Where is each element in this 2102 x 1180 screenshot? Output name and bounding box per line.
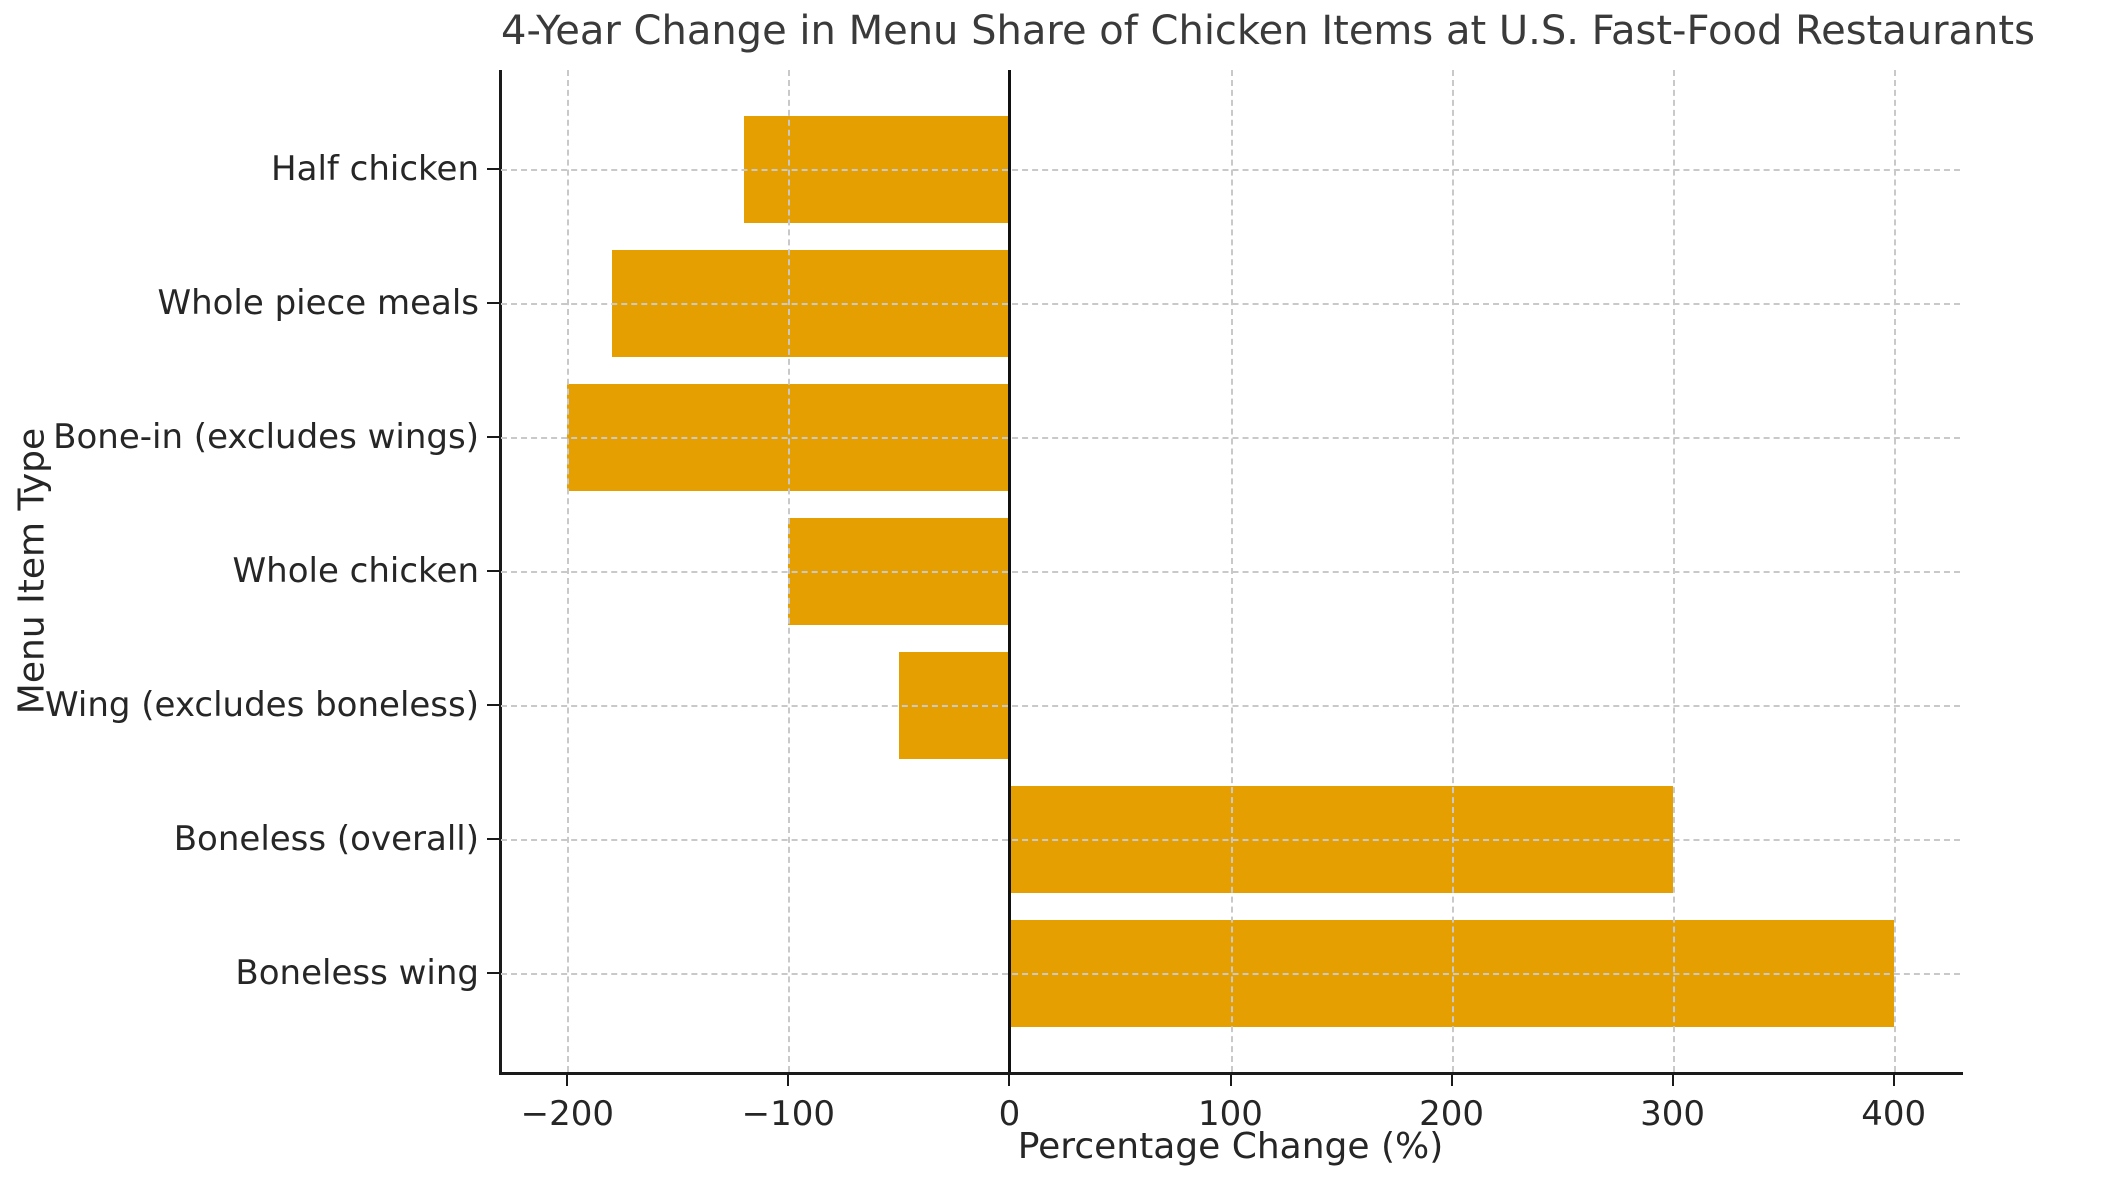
gridline-horizontal: [501, 169, 1960, 171]
y-tick-mark: [487, 838, 501, 840]
zero-line: [1007, 70, 1011, 1072]
gridline-horizontal: [501, 705, 1960, 707]
x-tick-label: 300: [1640, 1094, 1706, 1134]
y-axis-spine: [499, 70, 502, 1075]
x-tick-label: 100: [1198, 1094, 1263, 1134]
x-tick-label: 200: [1419, 1094, 1484, 1134]
y-tick-label: Bone-in (excludes wings): [53, 417, 479, 457]
y-tick-label: Wing (excludes boneless): [45, 685, 479, 725]
x-tick-label: −200: [520, 1094, 615, 1134]
chart-title: 4-Year Change in Menu Share of Chicken I…: [501, 8, 2035, 54]
gridline-horizontal: [501, 973, 1960, 975]
y-tick-mark: [487, 436, 501, 438]
y-tick-label: Whole piece meals: [157, 283, 479, 323]
x-tick-mark: [1450, 1072, 1453, 1086]
gridline-horizontal: [501, 437, 1960, 439]
gridline-horizontal: [501, 303, 1960, 305]
y-tick-label: Whole chicken: [232, 551, 479, 591]
x-tick-label: 400: [1861, 1094, 1927, 1134]
y-tick-label: Boneless wing: [235, 953, 479, 993]
x-tick-mark: [787, 1072, 790, 1086]
y-tick-label: Half chicken: [271, 149, 479, 189]
y-axis-label-text: Menu Item Type: [11, 427, 53, 715]
x-tick-mark: [1892, 1072, 1895, 1086]
y-axis-label: Menu Item Type: [12, 428, 53, 714]
gridline-horizontal: [501, 571, 1960, 573]
y-tick-mark: [487, 168, 501, 170]
x-tick-mark: [566, 1072, 569, 1086]
y-tick-mark: [487, 570, 501, 572]
y-tick-mark: [487, 704, 501, 706]
plot-area: −200 −100 0 100 200 300 400 Half chicken Whole p…: [45, 70, 1963, 1134]
gridline-horizontal: [501, 839, 1960, 841]
x-tick-label: 0: [998, 1094, 1021, 1134]
x-axis-label: Percentage Change (%): [1017, 1126, 1444, 1167]
x-tick-mark: [1008, 1072, 1011, 1086]
y-tick-label: Boneless (overall): [173, 819, 479, 859]
y-tick-mark: [487, 302, 501, 304]
x-tick-label: −100: [741, 1094, 836, 1134]
y-tick-mark: [487, 972, 501, 974]
x-tick-mark: [1229, 1072, 1232, 1086]
x-tick-mark: [1671, 1072, 1674, 1086]
